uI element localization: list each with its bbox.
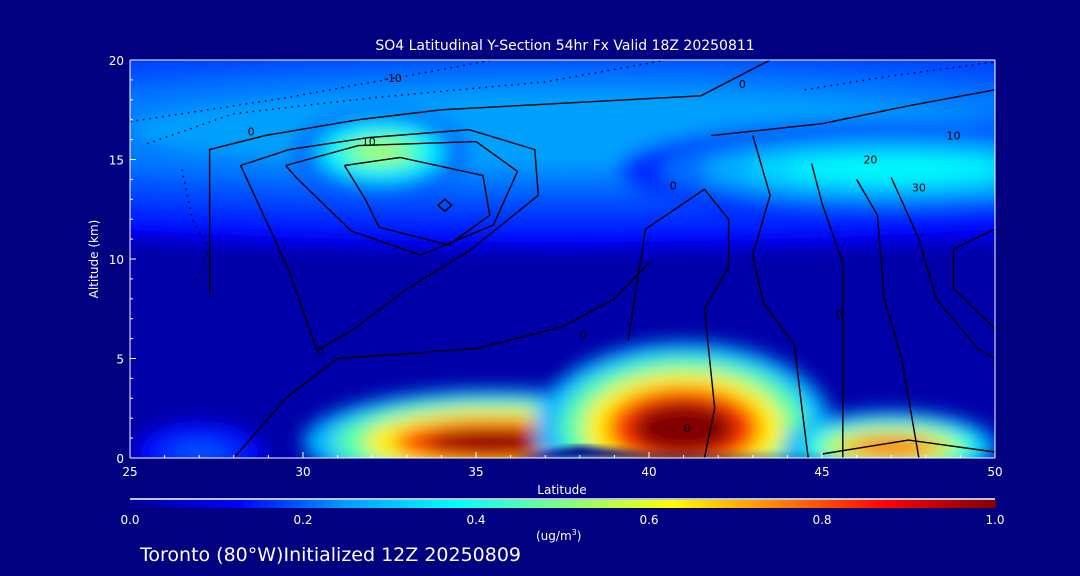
colorbar: [130, 500, 996, 508]
contour-line: [804, 61, 995, 91]
y-tick-label: 10: [109, 253, 124, 267]
x-tick-label: 30: [295, 465, 310, 479]
contour-lines: [130, 60, 995, 458]
contour-label: 10: [362, 136, 376, 149]
contour-line: [821, 439, 995, 455]
contour-label: 0: [248, 126, 255, 139]
x-tick-label: 35: [468, 465, 483, 479]
contour-line: [239, 128, 540, 352]
x-tick-label: 45: [814, 465, 829, 479]
contour-label: 10: [946, 130, 960, 143]
field-cell: [424, 430, 563, 455]
contour-line: [285, 140, 519, 256]
contour-label: 0: [836, 309, 843, 322]
contour-line: [343, 156, 491, 246]
x-axis-label: Latitude: [537, 483, 586, 497]
contour-line: [233, 262, 650, 458]
contour-line: [855, 179, 920, 458]
contour-label: 0: [684, 422, 691, 435]
colorbar-tick-label: 0.4: [466, 513, 485, 527]
contour-line: [627, 188, 730, 458]
contour-line: [437, 198, 453, 213]
x-tick-label: 25: [122, 465, 137, 479]
field-cell: [631, 402, 736, 455]
contour-label: 0: [317, 345, 324, 358]
contour-line: [208, 60, 771, 295]
colorbar-tick-label: 0.6: [639, 513, 658, 527]
y-tick-label: 5: [116, 353, 124, 367]
y-tick-label: 20: [109, 54, 124, 68]
contour-label: 20: [863, 154, 877, 167]
contour-label: 30: [912, 181, 926, 194]
y-tick-label: 15: [109, 154, 124, 168]
y-axis-label: Altitude (km): [87, 220, 101, 299]
contour-line: [810, 163, 844, 458]
colorbar-tick-labels: 0.0 0.2 0.4 0.6 0.8 1.0: [120, 513, 1004, 527]
colorbar-tick-label: 0.0: [120, 513, 139, 527]
terrain: [510, 446, 857, 458]
x-tick-label: 40: [641, 465, 656, 479]
field-cell: [354, 143, 407, 160]
contour-label: -10: [384, 72, 402, 85]
field-cell: [787, 159, 995, 180]
contour-line: [711, 89, 995, 137]
field-cell: [856, 442, 926, 453]
contour-label: 0: [670, 179, 677, 192]
concentration-field: [130, 60, 995, 458]
axes: 25 30 35 40 45 50 0 5 10 15 20: [109, 54, 1003, 479]
contour-line: [952, 228, 995, 330]
field-cell: [181, 450, 217, 457]
colorbar-tick-label: 0.8: [812, 513, 831, 527]
colorbar-tick-label: 1.0: [985, 513, 1004, 527]
y-tick-label: 0: [116, 452, 124, 466]
contour-labels: -10 0 10 0 10 20 30 0 0 0 0 0: [248, 72, 961, 435]
contour-line: [890, 177, 995, 360]
colorbar-units: (ug/m3): [536, 528, 581, 543]
contour-label: 0: [580, 329, 587, 342]
contour-line: [752, 135, 809, 458]
footer-location-text: Toronto (80°W)Initialized 12Z 20250809: [139, 544, 521, 566]
x-tick-label: 50: [987, 465, 1002, 479]
colorbar-tick-label: 0.2: [293, 513, 312, 527]
contour-line: [130, 60, 494, 123]
contour-label: 0: [739, 78, 746, 91]
chart-title: SO4 Latitudinal Y-Section 54hr Fx Valid …: [375, 38, 754, 54]
